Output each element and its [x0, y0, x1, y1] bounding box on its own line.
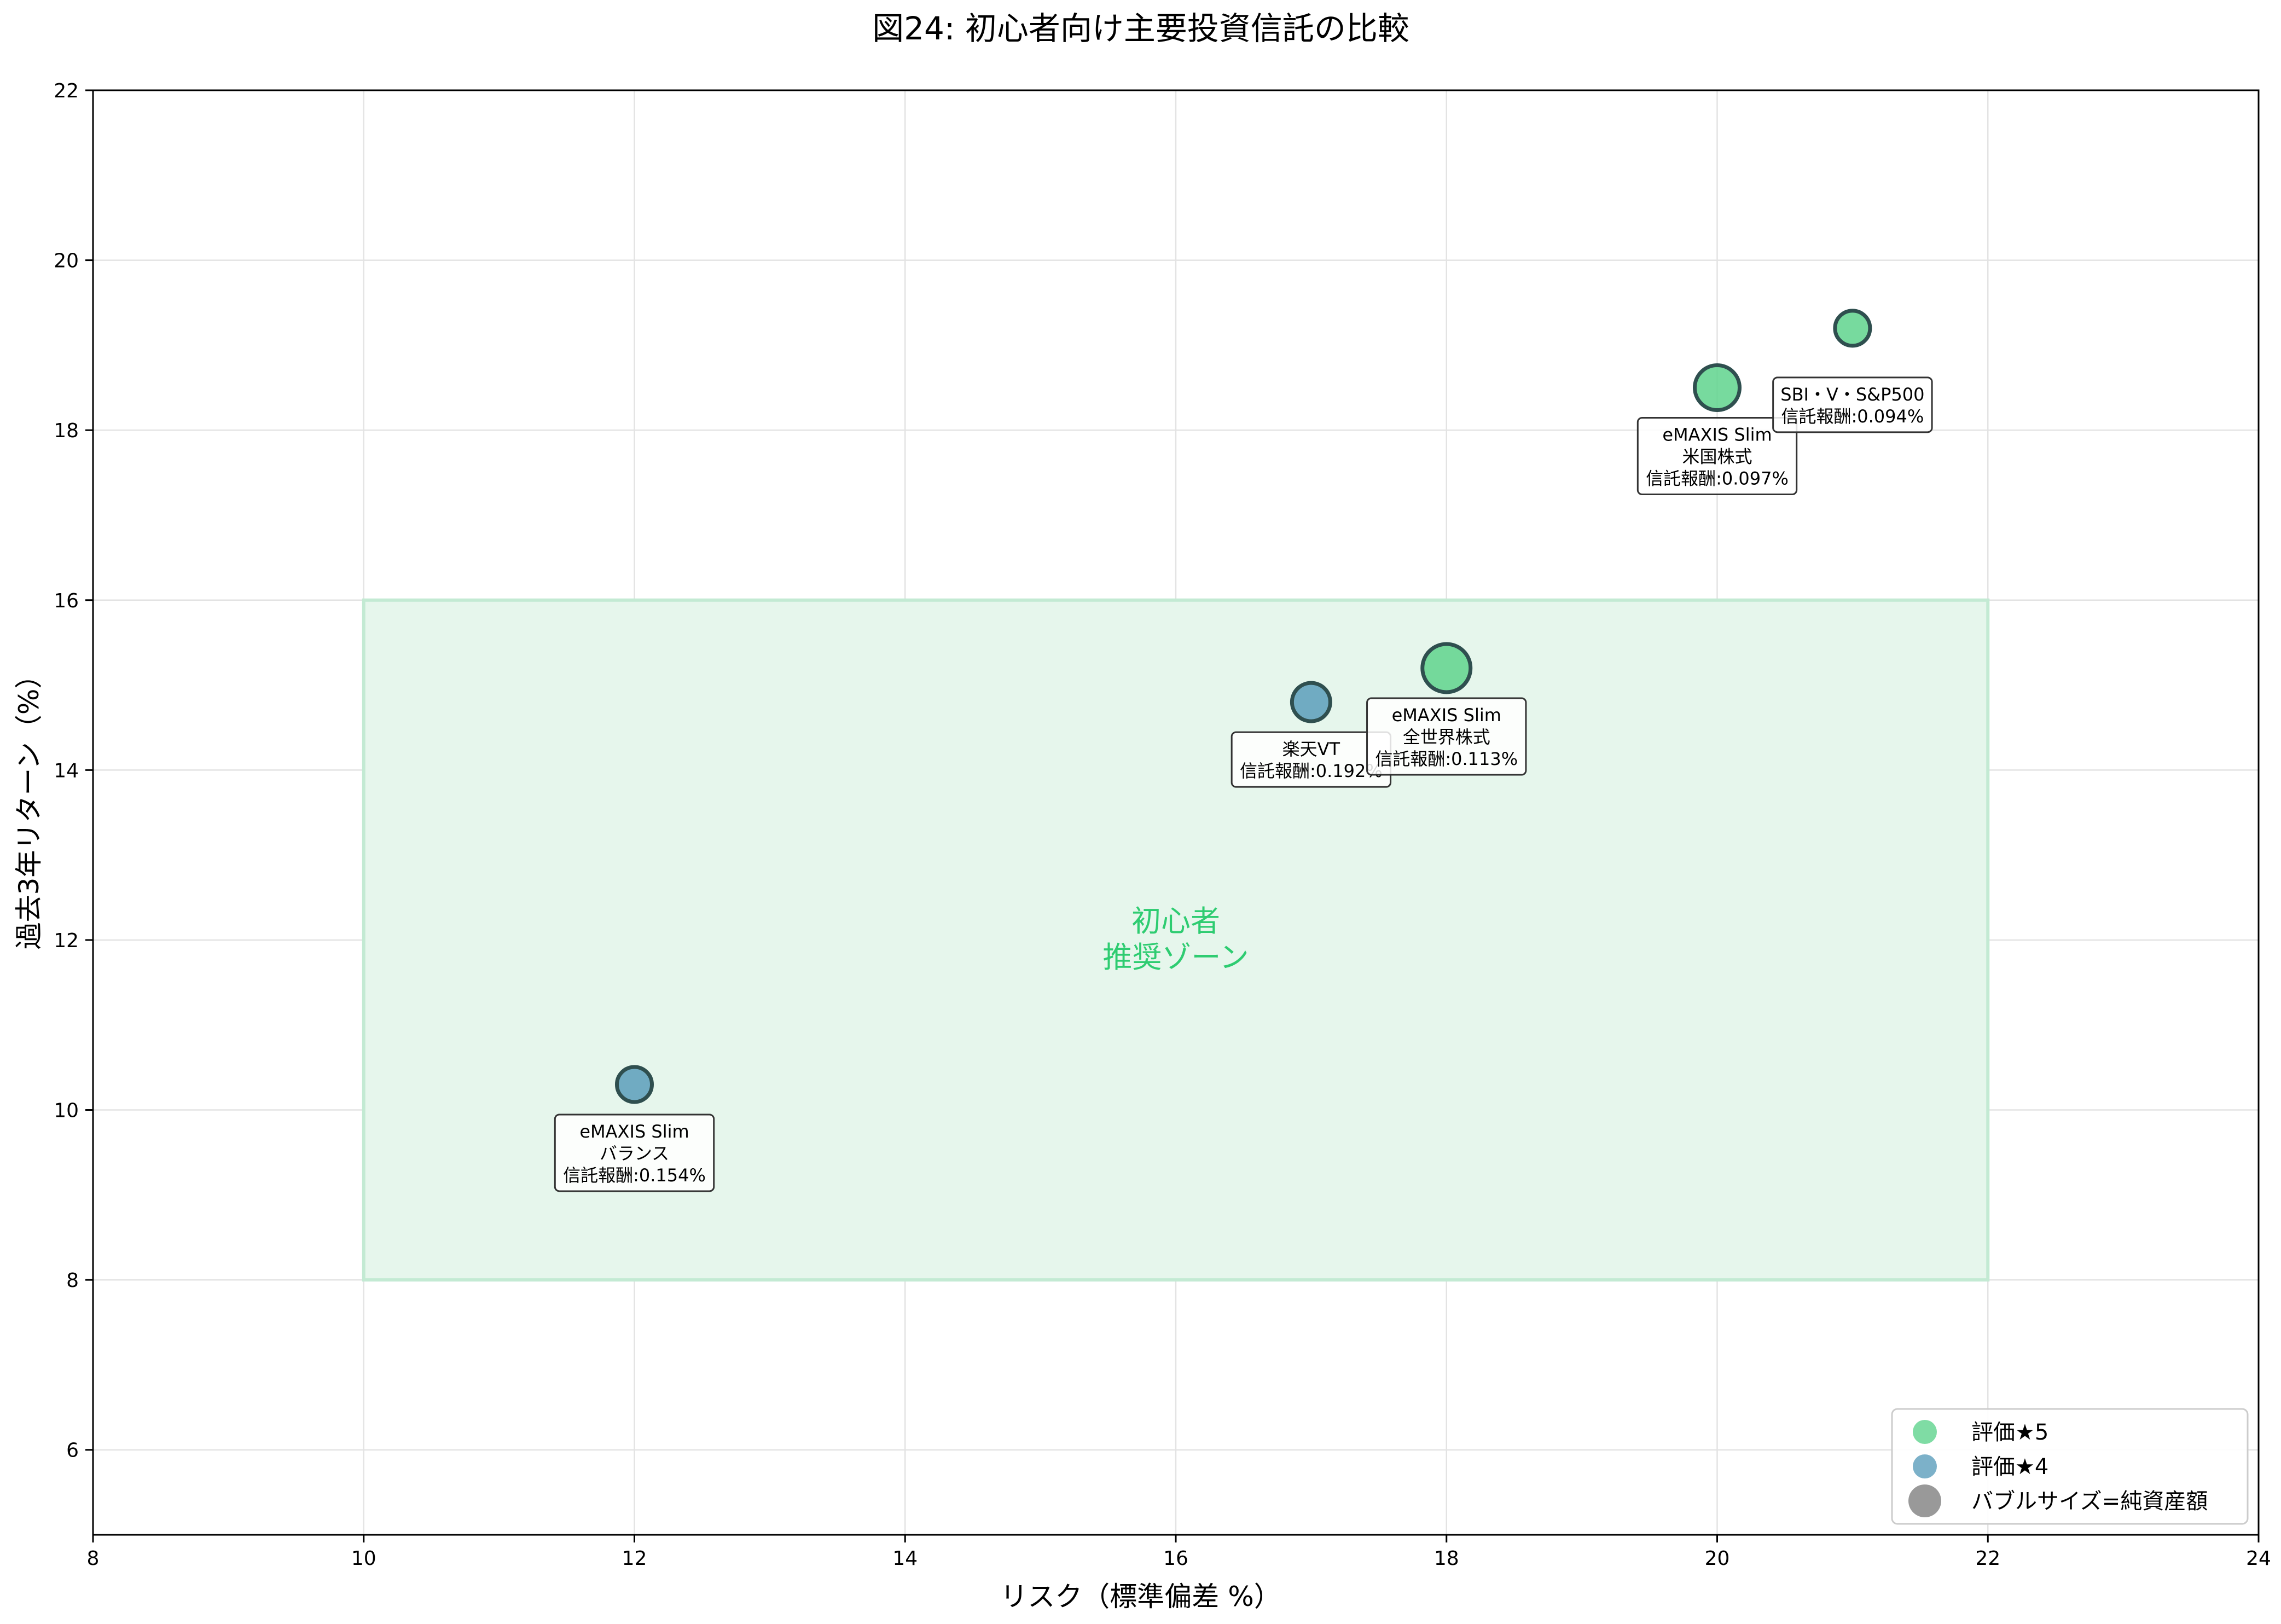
fund-label-text: eMAXIS Slim — [579, 1121, 689, 1142]
fund-label-text: 楽天VT — [1282, 739, 1340, 759]
legend-label: 評価★4 — [1971, 1454, 2048, 1480]
x-tick-label: 24 — [2246, 1547, 2271, 1570]
fund-label-text: eMAXIS Slim — [1392, 705, 1501, 726]
bubble-point — [1833, 309, 1872, 348]
zone-label-line1: 初心者 — [1131, 904, 1220, 938]
x-tick-label: 14 — [892, 1547, 918, 1570]
x-tick-label: 16 — [1163, 1547, 1188, 1570]
fund-label-text: SBI・V・S&P500 — [1780, 384, 1924, 405]
fund-label-text: 信託報酬:0.097% — [1646, 468, 1789, 489]
fund-label-box — [1636, 417, 1798, 496]
legend: 評価★5 評価★4 バブルサイズ=純資産額 — [1891, 1408, 2249, 1525]
bubble-point — [1290, 681, 1332, 723]
legend-label: バブルサイズ=純資産額 — [1971, 1489, 2208, 1514]
fund-label-box — [1772, 376, 1933, 433]
data-points — [615, 309, 1872, 1104]
chart-title: 図24: 初心者向け主要投資信託の比較 — [872, 10, 1409, 47]
legend-marker-rating5 — [1913, 1420, 1937, 1444]
fund-label-box — [554, 1113, 715, 1192]
x-tick-label: 18 — [1434, 1547, 1459, 1570]
x-tick-label: 8 — [87, 1547, 100, 1570]
fund-label-text: eMAXIS Slim — [1662, 425, 1772, 445]
fund-label-text: 信託報酬:0.154% — [563, 1165, 706, 1186]
fund-label-text: 米国株式 — [1682, 446, 1752, 467]
legend-marker-rating4 — [1913, 1454, 1937, 1478]
y-tick-label: 18 — [54, 420, 79, 442]
bubble-point — [1693, 363, 1742, 413]
y-tick-label: 22 — [54, 80, 79, 102]
bubble-point — [615, 1065, 654, 1104]
y-tick-label: 14 — [54, 759, 79, 782]
y-axis-label: 過去3年リターン（%） — [13, 662, 45, 950]
y-tick-label: 8 — [66, 1269, 79, 1292]
fund-label-text: バランス — [600, 1143, 669, 1164]
y-tick-label: 20 — [54, 250, 79, 272]
x-tick-label: 10 — [351, 1547, 376, 1570]
bubble-point — [1420, 642, 1473, 694]
fund-label-text: 全世界株式 — [1403, 727, 1490, 747]
fund-label-text: 信託報酬:0.094% — [1781, 406, 1924, 427]
x-axis-label: リスク（標準偏差 %） — [1000, 1581, 1281, 1613]
fund-label-box — [1366, 697, 1527, 776]
x-tick-label: 22 — [1975, 1547, 2000, 1570]
point-labels: eMAXIS Slimバランス信託報酬:0.154%楽天VT信託報酬:0.192… — [554, 376, 1933, 1192]
x-tick-label: 20 — [1705, 1547, 1730, 1570]
x-tick-label: 12 — [622, 1547, 647, 1570]
legend-box — [1891, 1408, 2249, 1525]
fund-label-text: 信託報酬:0.113% — [1375, 749, 1518, 769]
legend-marker-size — [1908, 1484, 1941, 1517]
zone-label-line2: 推奨ゾーン — [1102, 940, 1249, 975]
y-tick-label: 16 — [54, 590, 79, 612]
y-tick-label: 6 — [66, 1440, 79, 1462]
fund-label-text: 信託報酬:0.192% — [1240, 761, 1383, 781]
y-tick-label: 12 — [54, 930, 79, 952]
legend-label: 評価★5 — [1971, 1420, 2048, 1445]
y-tick-label: 10 — [54, 1100, 79, 1122]
axes: 8 10 12 14 16 18 20 22 24 6 8 10 12 14 16 18 20 22 — [54, 80, 2271, 1570]
